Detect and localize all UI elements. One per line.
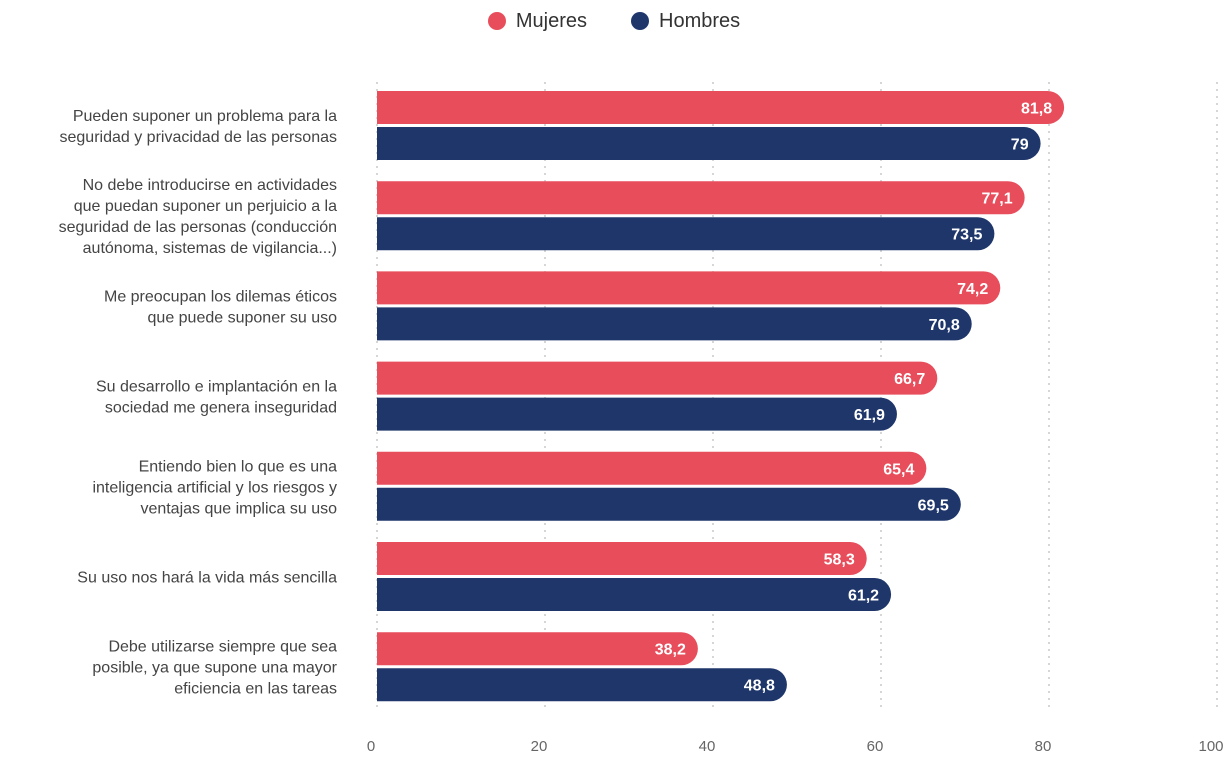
category-label-line: Su desarrollo e implantación en la (96, 379, 337, 396)
category-label-line: que puedan suponer un perjuicio a la (74, 198, 337, 215)
legend-item-mujeres[interactable]: Mujeres (487, 9, 587, 33)
bar-value-label-hombres-6: 48,8 (744, 678, 775, 695)
bar-value-label-hombres-2: 70,8 (929, 317, 960, 334)
bar-mujeres-5 (377, 542, 867, 575)
category-label-2: Me preocupan los dilemas éticos que puede… (104, 288, 337, 326)
bar-mujeres-4 (377, 451, 927, 485)
category-label-line: Me preocupan los dilemas éticos (104, 288, 337, 305)
bar-hombres-6 (377, 668, 787, 702)
category-label-5: Su uso nos hará la vida más sencilla (77, 570, 337, 587)
x-tick-label-60: 60 (867, 738, 884, 755)
category-label-line: Entiendo bien lo que es una (139, 458, 337, 475)
legend-marker-hombres (631, 12, 649, 30)
category-label-line: que puede suponer su uso (148, 309, 338, 326)
category-label-line: sociedad me genera inseguridad (105, 400, 337, 417)
bar-hombres-0 (377, 127, 1041, 160)
bar-value-label-mujeres-1: 77,1 (981, 191, 1012, 208)
category-label-line: posible, ya que supone una mayor (92, 660, 337, 677)
bar-value-label-hombres-5: 61,2 (848, 588, 879, 605)
x-tick-label-40: 40 (699, 738, 716, 755)
bar-value-label-mujeres-4: 65,4 (883, 461, 914, 478)
category-label-line: Debe utilizarse siempre que sea (108, 639, 337, 656)
bar-value-label-mujeres-3: 66,7 (894, 371, 925, 388)
x-tick-label-100: 100 (1198, 738, 1223, 755)
bar-hombres-3 (377, 397, 897, 431)
legend-marker-mujeres (487, 12, 506, 30)
bar-hombres-2 (377, 307, 972, 341)
bar-mujeres-3 (377, 361, 938, 395)
bar-value-label-mujeres-5: 58,3 (824, 552, 855, 569)
category-label-line: ventajas que implica su uso (140, 500, 337, 517)
bar-mujeres-6 (377, 632, 698, 666)
bar-value-label-hombres-4: 69,5 (918, 497, 949, 514)
legend: Mujeres Hombres (0, 6, 1228, 36)
category-label-line: eficiencia en las tareas (174, 681, 337, 698)
category-label-line: seguridad y privacidad de las personas (60, 129, 338, 146)
bar-mujeres-0 (377, 91, 1065, 124)
category-label-line: Su uso nos hará la vida más sencilla (77, 570, 337, 587)
category-label-line: autónoma, sistemas de vigilancia...) (83, 240, 337, 257)
category-label-line: inteligencia artificial y los riesgos y (92, 479, 337, 496)
bar-value-label-mujeres-0: 81,8 (1021, 101, 1052, 118)
bar-hombres-5 (377, 578, 892, 611)
legend-item-hombres[interactable]: Hombres (631, 10, 740, 33)
legend-label-hombres: Hombres (659, 9, 741, 32)
category-label-line: seguridad de las personas (conducción (59, 219, 337, 236)
bar-mujeres-2 (377, 271, 1001, 305)
category-label-6: Debe utilizarse siempre que sea posible, … (92, 639, 337, 698)
bar-value-label-hombres-3: 61,9 (854, 407, 885, 424)
bar-hombres-1 (377, 217, 995, 251)
category-label-0: Pueden suponer un problema para la seguri… (60, 108, 338, 146)
category-label-3: Su desarrollo e implantación en la socied… (96, 379, 337, 417)
x-tick-label-80: 80 (1035, 738, 1052, 755)
bar-mujeres-1 (377, 181, 1025, 215)
category-label-4: Entiendo bien lo que es una inteligencia … (92, 458, 337, 517)
legend-label-mujeres: Mujeres (515, 9, 587, 32)
category-label-1: No debe introducirse en actividades que p… (59, 177, 338, 257)
bar-value-label-mujeres-6: 38,2 (655, 642, 686, 659)
category-label-line: No debe introducirse en actividades (83, 177, 337, 194)
bar-value-label-hombres-0: 79 (1011, 137, 1029, 154)
bar-hombres-4 (377, 487, 961, 521)
bar-value-label-mujeres-2: 74,2 (957, 281, 988, 298)
x-tick-label-0: 0 (367, 738, 375, 755)
category-label-line: Pueden suponer un problema para la (73, 108, 337, 125)
bar-value-label-hombres-1: 73,5 (951, 227, 982, 244)
x-tick-label-20: 20 (531, 738, 548, 755)
